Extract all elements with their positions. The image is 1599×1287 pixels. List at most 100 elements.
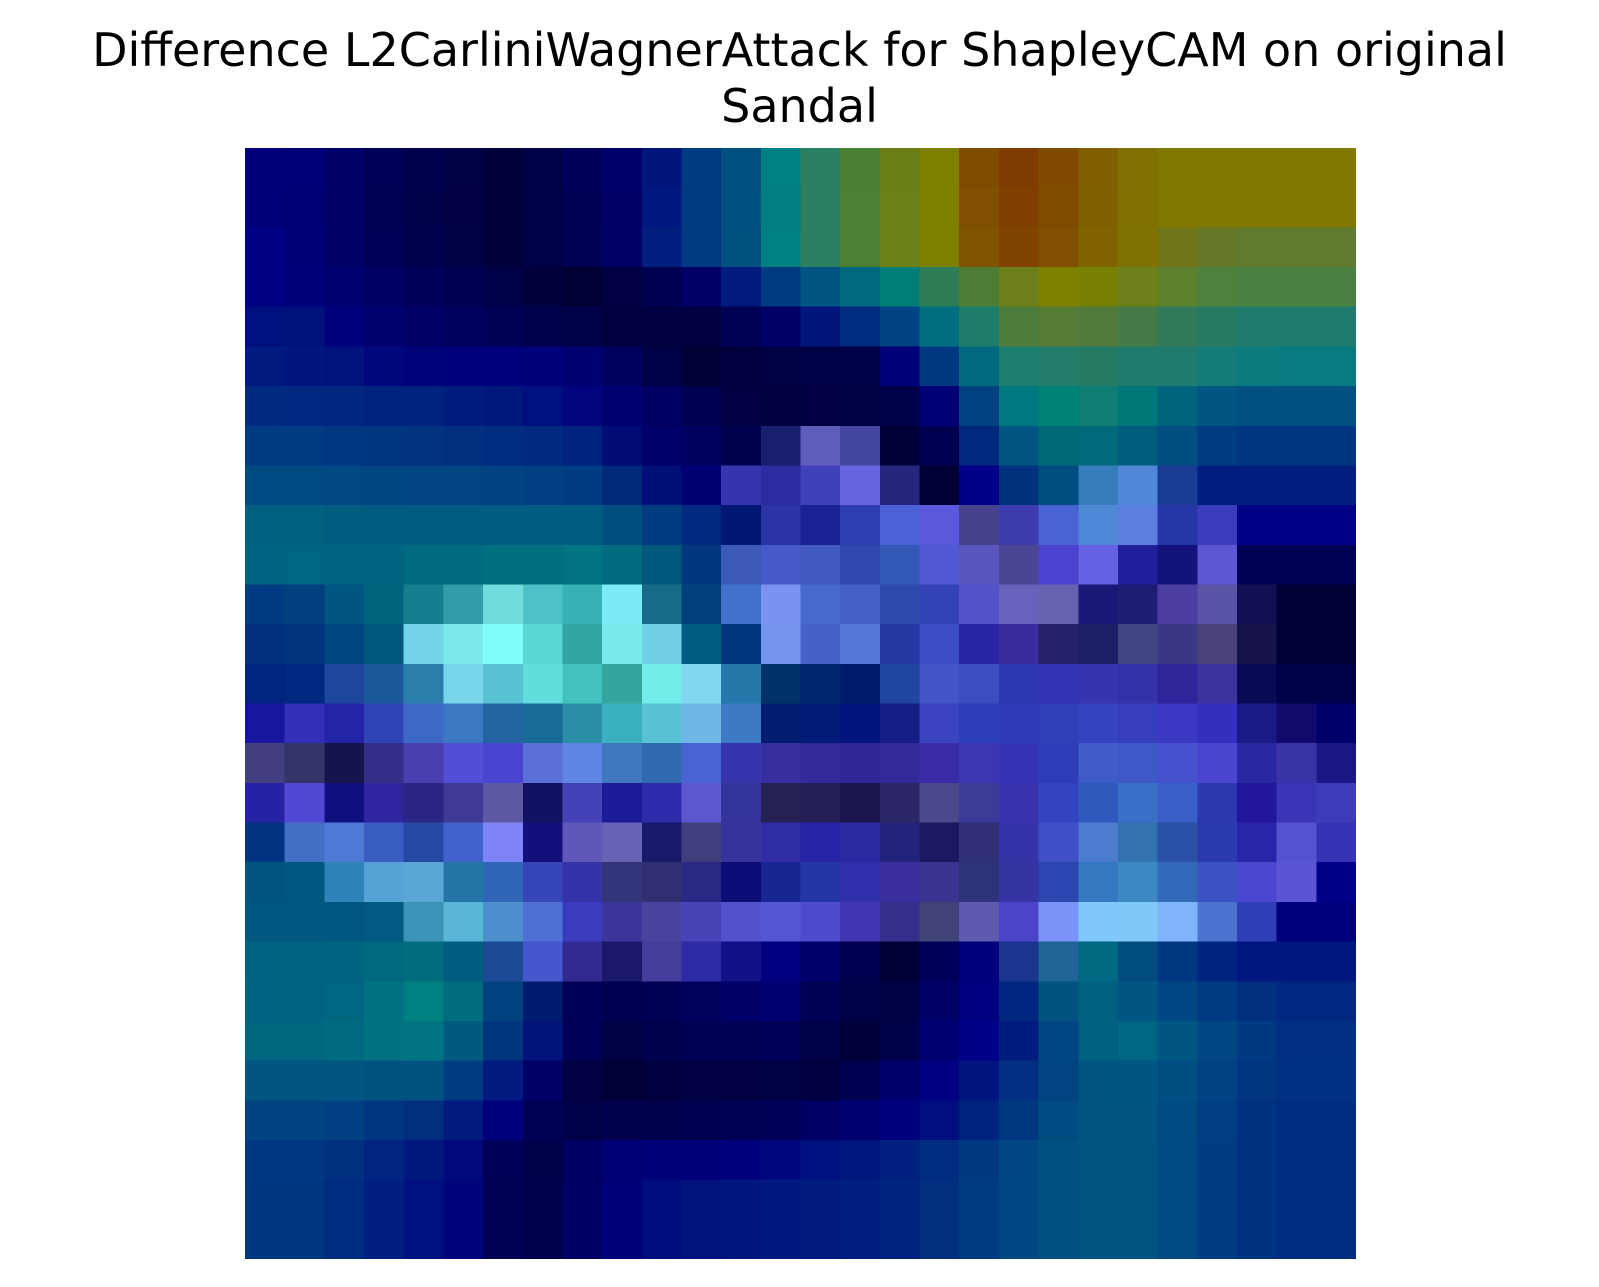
heatmap-cell <box>919 505 960 546</box>
heatmap-cell <box>760 584 802 625</box>
heatmap-cell <box>998 306 1040 347</box>
heatmap-cell <box>1197 425 1238 467</box>
heatmap-cell <box>522 703 564 744</box>
heatmap-cell <box>284 1060 325 1101</box>
heatmap-cell <box>641 901 683 943</box>
heatmap-cell <box>1038 148 1079 189</box>
heatmap-cell <box>562 1100 603 1141</box>
heatmap-cell <box>1117 425 1159 467</box>
heatmap-cell <box>1078 663 1119 705</box>
heatmap-cell <box>1316 862 1356 903</box>
heatmap-cell <box>1197 584 1238 625</box>
heatmap-cell <box>1038 743 1079 784</box>
heatmap-cell <box>998 227 1040 268</box>
heatmap-cell <box>800 386 841 427</box>
heatmap-cell <box>919 624 960 665</box>
heatmap-cell <box>522 346 564 387</box>
heatmap-cell <box>721 544 762 586</box>
heatmap-cell <box>1117 743 1159 784</box>
heatmap-cell <box>1236 663 1278 705</box>
heatmap-cell <box>1117 148 1159 189</box>
heatmap-cell <box>1038 862 1079 903</box>
heatmap-cell <box>245 862 286 903</box>
heatmap-cell <box>284 901 325 943</box>
heatmap-cell <box>245 465 286 506</box>
heatmap-cell <box>1236 1060 1278 1101</box>
heatmap-cell <box>681 306 722 347</box>
heatmap-cell <box>324 505 365 546</box>
heatmap-cell <box>562 267 603 308</box>
heatmap-cell <box>245 981 286 1022</box>
heatmap-cell <box>721 584 762 625</box>
heatmap-cell <box>1276 703 1317 744</box>
heatmap-cell <box>562 624 603 665</box>
heatmap-cell <box>919 544 960 586</box>
heatmap-cell <box>879 663 921 705</box>
heatmap-cell <box>840 267 881 308</box>
heatmap-cell <box>245 663 286 705</box>
heatmap-cell <box>1078 187 1119 228</box>
heatmap-cell <box>443 267 484 308</box>
heatmap-cell <box>284 941 325 982</box>
heatmap-cell <box>284 306 325 347</box>
heatmap-cell <box>1276 544 1317 586</box>
heatmap-cell <box>483 1179 524 1220</box>
heatmap-cell <box>1276 306 1317 347</box>
heatmap-cell <box>1316 465 1356 506</box>
heatmap-cell <box>364 505 405 546</box>
heatmap-cell <box>959 267 1000 308</box>
heatmap-cell <box>1236 386 1278 427</box>
heatmap-cell <box>879 941 921 982</box>
heatmap-cell <box>1316 386 1356 427</box>
heatmap-cell <box>1276 267 1317 308</box>
heatmap-cell <box>760 346 802 387</box>
heatmap-cell <box>1316 346 1356 387</box>
heatmap-cell <box>562 425 603 467</box>
heatmap-cell <box>721 227 762 268</box>
heatmap-cell <box>1236 544 1278 586</box>
heatmap-cell <box>1236 148 1278 189</box>
heatmap-cell <box>443 346 484 387</box>
heatmap-cell <box>998 703 1040 744</box>
heatmap-cell <box>760 544 802 586</box>
heatmap-cell <box>324 663 365 705</box>
heatmap-cell <box>403 1100 444 1141</box>
heatmap-cell <box>483 1100 524 1141</box>
heatmap-cell <box>1157 267 1198 308</box>
heatmap-cell <box>284 1179 325 1220</box>
heatmap-cell <box>641 267 683 308</box>
heatmap-cell <box>919 1020 960 1062</box>
heatmap-cell <box>1117 187 1159 228</box>
heatmap-cell <box>840 981 881 1022</box>
heatmap-cell <box>641 187 683 228</box>
heatmap-cell <box>1078 703 1119 744</box>
heatmap-cell <box>483 663 524 705</box>
heatmap-cell <box>602 1219 643 1259</box>
heatmap-cell <box>1316 901 1356 943</box>
heatmap-cell <box>721 703 762 744</box>
heatmap-cell <box>245 1060 286 1101</box>
heatmap-cell <box>1316 187 1356 228</box>
heatmap-cell <box>562 862 603 903</box>
heatmap-cell <box>840 187 881 228</box>
heatmap-cell <box>641 981 683 1022</box>
heatmap-cell <box>998 1179 1040 1220</box>
heatmap-cell <box>1038 505 1079 546</box>
heatmap-cell <box>879 584 921 625</box>
heatmap-cell <box>919 386 960 427</box>
heatmap-cell <box>1276 1139 1317 1181</box>
heatmap-cell <box>800 822 841 863</box>
heatmap-cell <box>1316 981 1356 1022</box>
heatmap-cell <box>1117 822 1159 863</box>
heatmap-cell <box>483 822 524 863</box>
heatmap-cell <box>800 267 841 308</box>
heatmap-cell <box>1197 822 1238 863</box>
heatmap-cell <box>879 862 921 903</box>
heatmap-cell <box>284 1020 325 1062</box>
heatmap-cell <box>284 148 325 189</box>
heatmap-cell <box>959 465 1000 506</box>
heatmap-cell <box>1316 782 1356 824</box>
heatmap-cell <box>840 544 881 586</box>
heatmap-cell <box>840 306 881 347</box>
heatmap-cell <box>959 1179 1000 1220</box>
